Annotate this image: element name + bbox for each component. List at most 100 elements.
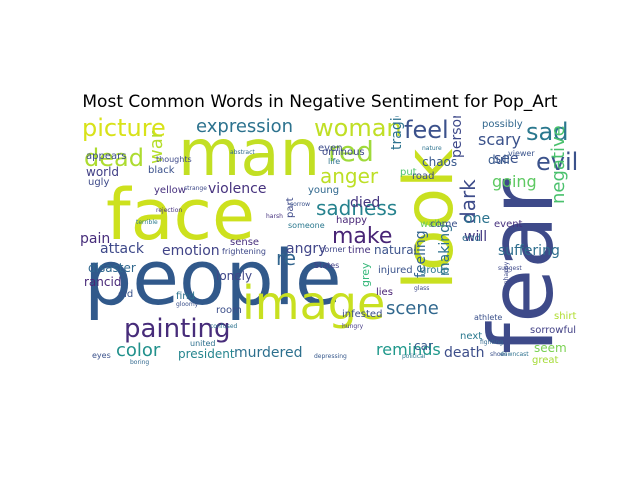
word-come: come [430, 219, 458, 230]
word-woman: woman [314, 116, 402, 142]
word-event: event [494, 219, 523, 230]
word-young: young [308, 185, 340, 196]
word-find: find [176, 291, 195, 302]
word-end: end [462, 233, 481, 244]
word-attack: attack [100, 241, 144, 257]
word-violence: violence [208, 181, 267, 197]
word-infested: infested [342, 309, 383, 320]
word-thoughts: thoughts [156, 155, 192, 164]
word-states: States [314, 261, 340, 270]
word-gloomy: gloomy [176, 301, 199, 308]
word-depressing: depressing [314, 353, 347, 360]
word-happy: happy [336, 215, 368, 226]
word-old: old [118, 289, 134, 300]
word-road: road [412, 171, 435, 182]
word-make: make [332, 224, 393, 249]
word-cloud: people look face man fear image painting pictur… [80, 116, 580, 366]
word-dull: dull [488, 153, 510, 167]
chart-title: Most Common Words in Negative Sentiment … [82, 92, 558, 112]
word-viewer: viewer [508, 149, 535, 158]
word-reminds: reminds [376, 340, 441, 359]
word-sadness: sadness [316, 196, 398, 220]
word-united: united [190, 339, 216, 348]
word-angry: angry [286, 241, 327, 257]
word-face: face [106, 174, 256, 256]
word-picture: picture [82, 116, 166, 142]
word-red: red [328, 135, 374, 168]
word-man: man [178, 117, 321, 191]
word-one: one [464, 211, 491, 227]
word-rejection: rejection [156, 207, 183, 214]
word-boring: boring [130, 359, 150, 366]
word-color: color [116, 340, 161, 361]
word-anger: anger [320, 164, 379, 188]
word-shirt: shirt [554, 311, 577, 322]
word-political: political [402, 353, 426, 360]
word-sense: sense [230, 237, 260, 248]
word-unhappy: unhappy [503, 261, 510, 288]
word-injured: injured [378, 265, 413, 276]
word-scary: scary [478, 130, 521, 149]
word-expression: expression [196, 116, 294, 137]
word-chaos: chaos [422, 155, 458, 169]
word-lonely: lonely [216, 269, 253, 283]
word-life: life [328, 157, 341, 166]
word-great: great [532, 355, 559, 366]
word-corner: corner [320, 245, 346, 254]
word-strange: strange [184, 185, 207, 192]
word-possibly: possibly [482, 119, 523, 130]
word-see: see [494, 151, 519, 167]
word-appears: appears [86, 151, 127, 162]
word-person: person [449, 116, 465, 158]
word-world: world [86, 165, 120, 179]
word-room: room [216, 305, 242, 316]
word-re: re [276, 246, 297, 270]
word-going: going [492, 172, 537, 191]
word-group: group [420, 265, 450, 276]
word-painting: painting [124, 314, 231, 344]
word-sad: sad [526, 118, 569, 146]
word-emotion: emotion [162, 243, 220, 259]
word-yellow: yellow [154, 185, 186, 196]
word-feel: feel [404, 116, 449, 144]
word-death: death [444, 345, 485, 361]
word-athlete: athlete [474, 313, 503, 322]
word-downcast: downcast [500, 351, 529, 358]
word-rancid: rancid [84, 275, 122, 289]
word-time: time [348, 245, 371, 256]
word-ominous: ominous [322, 147, 365, 158]
word-seem: seem [534, 341, 567, 355]
word-put: put [400, 167, 417, 178]
word-natural: natural [374, 243, 417, 257]
word-image: image [242, 276, 386, 330]
word-terrible: terrible [136, 219, 158, 226]
word-ugly: ugly [88, 177, 110, 188]
word-harsh: harsh [266, 213, 283, 220]
word-president: president [178, 347, 235, 361]
word-eyes: eyes [92, 351, 111, 360]
word-shoes: shoes [490, 351, 508, 358]
word-glass: glass [414, 285, 430, 292]
word-even: even [318, 143, 343, 154]
word-someone: someone [288, 221, 325, 230]
word-pain: pain [80, 231, 111, 247]
word-suffering: suffering [498, 243, 560, 259]
word-walls: walls [420, 219, 446, 230]
word-hungry: hungry [342, 323, 364, 330]
word-people: people [84, 233, 342, 322]
word-fighting: fighting [480, 339, 504, 346]
word-dead: dead [84, 144, 144, 172]
word-nature: nature [422, 145, 442, 152]
word-abstract: abstract [230, 149, 255, 156]
word-tragic: tragic [389, 116, 405, 150]
word-car: car [414, 339, 433, 353]
word-frightening: frightening [222, 247, 266, 256]
word-sorrow: sorrow [290, 201, 311, 208]
word-black: black [148, 165, 175, 176]
word-grey: grey [359, 262, 372, 287]
word-died: died [350, 195, 381, 211]
word-negative: negative [548, 125, 569, 204]
word-sorrowful: sorrowful [530, 325, 577, 336]
word-evil: evil [536, 148, 579, 176]
